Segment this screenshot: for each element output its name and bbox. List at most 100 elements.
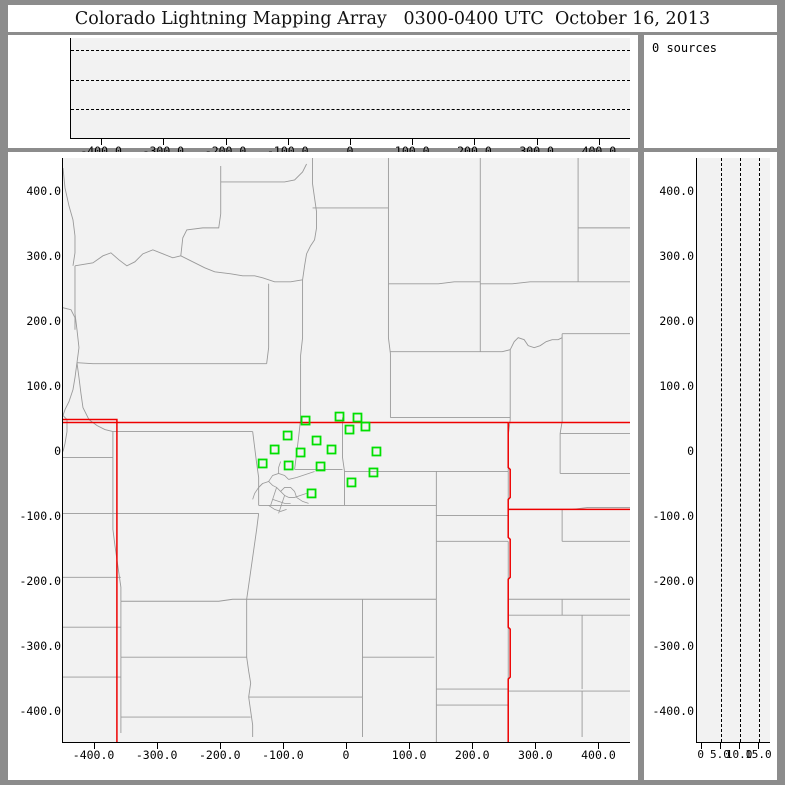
y-tick-label: -200.0	[19, 573, 61, 588]
x-tick-label: 300.0	[518, 748, 553, 762]
lightning-source-markers	[257, 411, 382, 499]
y-tick-mark	[70, 109, 71, 110]
x-tick-mark	[472, 743, 474, 749]
x-tick-label: 0	[697, 748, 704, 761]
source-marker	[360, 421, 371, 432]
map-graphic	[63, 158, 630, 742]
y-tick-label: -400.0	[652, 703, 694, 718]
source-marker	[334, 411, 345, 422]
source-marker	[257, 458, 268, 469]
source-marker	[326, 444, 337, 455]
y-tick-mark	[696, 516, 697, 517]
y-tick-label: 100.0	[659, 378, 694, 393]
source-marker	[371, 446, 382, 457]
x-tick-label: 10.0	[725, 748, 753, 761]
x-tick-label: 200.0	[454, 748, 490, 762]
x-tick-mark	[739, 743, 741, 749]
x-tick-label: 5.0	[709, 748, 730, 761]
y-tick-mark	[62, 386, 63, 387]
y-tick-mark	[62, 256, 63, 257]
x-tick-label: -100.0	[262, 748, 304, 762]
y-tick-mark	[696, 191, 697, 192]
y-tick-label: 400.0	[659, 183, 694, 198]
source-count-label: 0 sources	[652, 41, 718, 55]
y-tick-mark	[696, 451, 697, 452]
x-tick-mark	[535, 743, 537, 749]
gridline-v	[720, 158, 722, 742]
gridline-h	[71, 79, 630, 81]
gridline-v	[759, 158, 761, 742]
y-tick-mark	[62, 451, 63, 452]
y-tick-label: 0	[687, 443, 694, 458]
y-tick-mark	[696, 256, 697, 257]
sources-panel: 0 sources	[644, 35, 777, 148]
source-marker	[306, 488, 317, 499]
county-boundaries	[63, 158, 630, 742]
x-tick-mark	[156, 743, 158, 749]
x-tick-mark	[346, 743, 347, 749]
y-tick-mark	[696, 581, 697, 582]
time-altitude-plot-area[interactable]	[70, 38, 630, 139]
y-tick-label: -300.0	[19, 638, 61, 653]
x-tick-mark	[700, 743, 702, 749]
x-tick-label: 0	[346, 144, 354, 158]
y-tick-label: 200.0	[659, 313, 694, 328]
y-tick-label: -100.0	[19, 508, 61, 523]
source-marker	[269, 444, 280, 455]
source-marker	[346, 477, 357, 488]
y-tick-label: 300.0	[26, 248, 61, 263]
x-tick-label: 400.0	[581, 748, 616, 762]
x-tick-label: -200.0	[198, 748, 241, 762]
source-marker	[352, 412, 363, 423]
altitude-histogram-panel: 400.0 300.0 200.0 100.0 0 -100.0 -200.0 -300.0 -…	[644, 152, 777, 780]
state-boundaries	[63, 418, 630, 742]
y-tick-mark	[62, 646, 63, 647]
y-tick-mark	[62, 516, 63, 517]
x-tick-mark	[598, 139, 600, 145]
time-altitude-panel: 05.010.015.0-400.0-300.0-200.0-100.00100…	[8, 35, 638, 158]
source-marker	[300, 415, 311, 426]
y-tick-label: 300.0	[659, 248, 694, 263]
x-tick-label: 15.0	[745, 748, 772, 761]
plan-view-plot-area[interactable]	[62, 158, 630, 743]
y-tick-label: 200.0	[26, 313, 61, 328]
plan-view-map-panel: 400.0 300.0 200.0 100.0 0 -100.0 -200.0 -300.0 -…	[8, 152, 638, 780]
source-marker	[283, 460, 294, 471]
x-tick-mark	[93, 743, 95, 749]
x-tick-label: -300.0	[135, 748, 178, 762]
y-tick-label: 400.0	[26, 183, 61, 198]
y-tick-label: 0	[54, 443, 61, 458]
y-tick-mark	[62, 581, 63, 582]
x-tick-mark	[225, 139, 227, 145]
source-marker	[344, 424, 355, 435]
x-tick-mark	[219, 743, 221, 749]
y-tick-label: -100.0	[652, 508, 694, 523]
y-tick-mark	[62, 711, 63, 712]
gridline-h	[71, 109, 630, 111]
y-tick-mark	[62, 321, 63, 322]
source-marker	[368, 467, 379, 478]
y-tick-label: -300.0	[652, 638, 694, 653]
y-tick-label: 100.0	[26, 378, 61, 393]
x-tick-mark	[287, 139, 289, 145]
y-tick-mark	[696, 321, 697, 322]
y-tick-mark	[70, 50, 71, 51]
page-title: Colorado Lightning Mapping Array 0300-04…	[74, 8, 711, 29]
x-tick-mark	[101, 139, 103, 145]
y-tick-label: -400.0	[19, 703, 61, 718]
x-tick-mark	[412, 139, 414, 145]
y-tick-mark	[70, 80, 71, 81]
gridline-h	[71, 49, 630, 51]
x-tick-mark	[282, 743, 284, 749]
x-tick-label: -400.0	[72, 748, 115, 762]
gridline-v	[740, 158, 742, 742]
x-tick-label: 100.0	[391, 748, 427, 762]
y-tick-label: -200.0	[652, 573, 694, 588]
x-tick-label: 0	[342, 748, 350, 762]
title-bar: Colorado Lightning Mapping Array 0300-04…	[8, 5, 777, 32]
source-marker	[282, 430, 293, 441]
altitude-histogram-plot-area[interactable]	[696, 158, 770, 743]
x-tick-mark	[758, 743, 760, 749]
x-tick-mark	[474, 139, 476, 145]
